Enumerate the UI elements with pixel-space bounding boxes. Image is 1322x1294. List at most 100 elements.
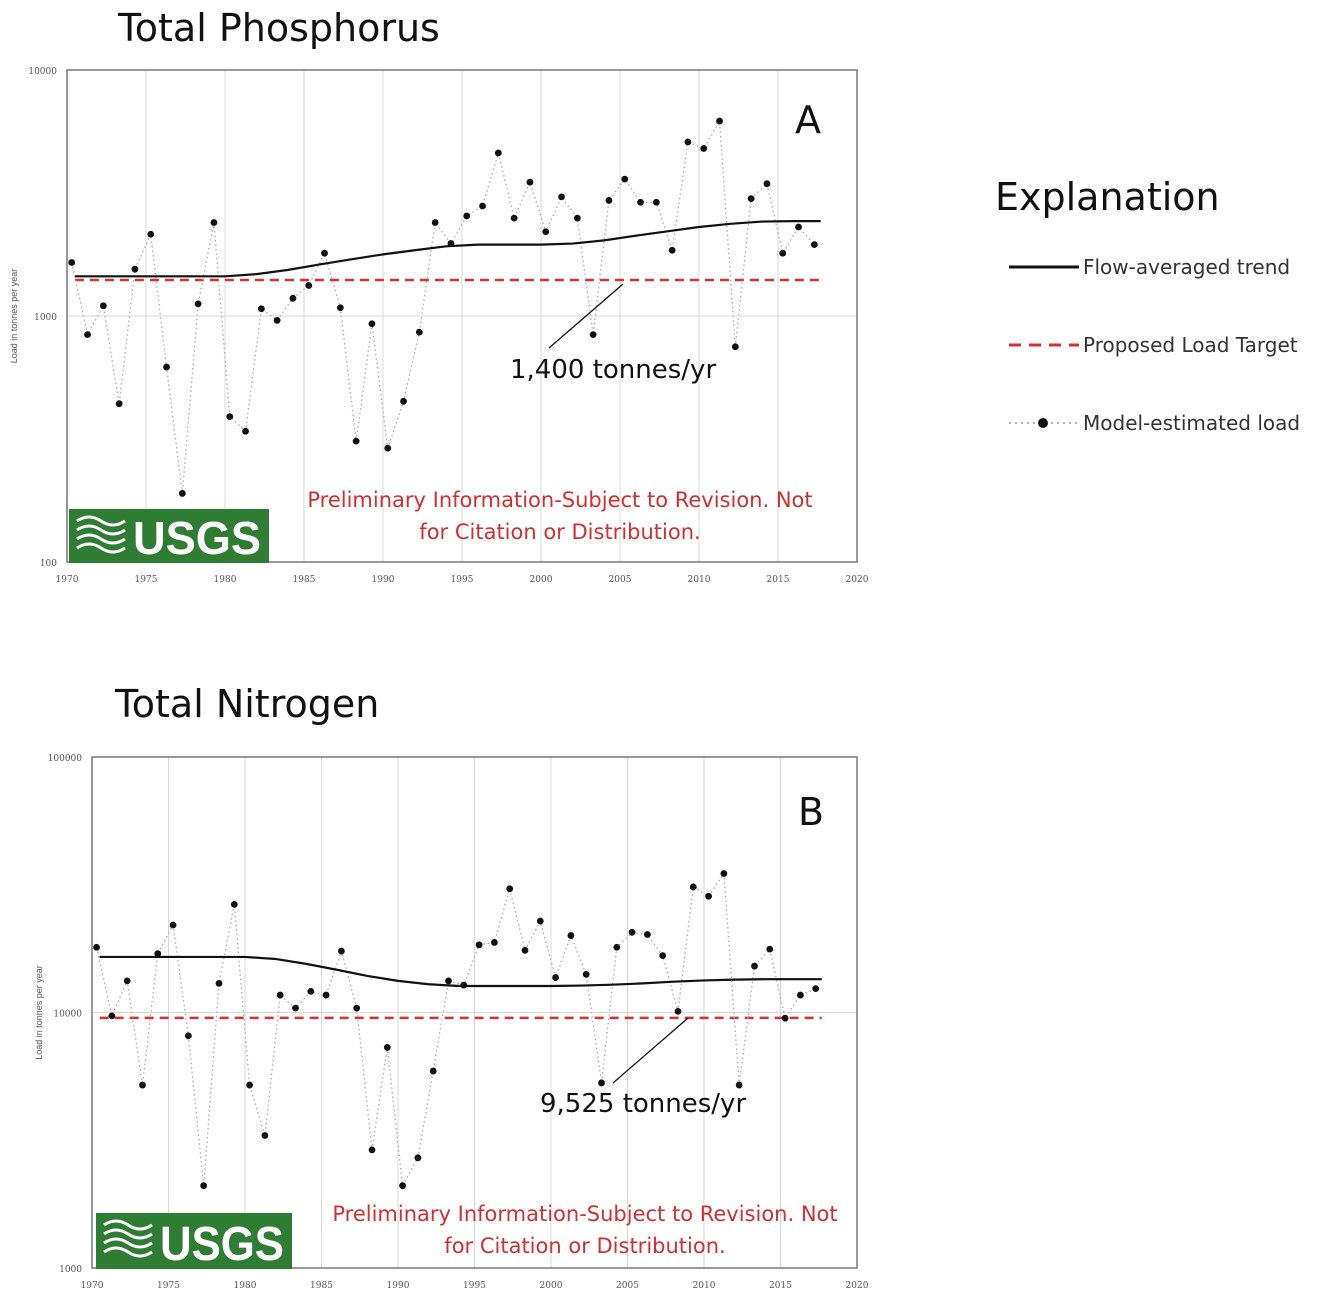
- chart-a-load-point: [795, 223, 802, 231]
- chart-b-load-point: [766, 945, 774, 953]
- chart-a-load-point: [115, 400, 123, 408]
- chart-a-load-point: [479, 202, 486, 210]
- chart-a-load-point: [84, 331, 91, 339]
- chart-a-load-point: [242, 427, 249, 435]
- chart-a-load-point: [652, 198, 660, 206]
- chart-a-load-point: [210, 219, 218, 226]
- chart-b-load-point: [735, 1081, 743, 1089]
- chart-b-ytick-label: 10000: [53, 1010, 82, 1020]
- chart-b-load-point: [353, 1004, 361, 1012]
- chart-a-load-point: [589, 331, 597, 339]
- chart-a-ytick-label: 1000: [34, 313, 57, 323]
- chart-a-load-point: [747, 195, 755, 203]
- chart-a-load-point: [257, 305, 265, 313]
- chart-a-callout-leader: [548, 283, 624, 349]
- chart-a-panel-label: A: [795, 98, 821, 142]
- chart-a-xtick-label: 2005: [609, 575, 632, 585]
- chart-b-load-point: [200, 1182, 208, 1190]
- chart-b-load-point: [307, 987, 315, 995]
- chart-a-load-point: [131, 265, 139, 273]
- chart-a-load-point: [194, 300, 202, 308]
- chart-a-load-point: [684, 138, 692, 146]
- chart-a-load-point: [558, 193, 565, 201]
- usgs-logo-wave-icon: [76, 542, 126, 554]
- chart-a-title: Total Phosphorus: [118, 6, 440, 50]
- chart-a-load-point: [431, 219, 439, 226]
- chart-b-load-point: [139, 1081, 146, 1089]
- chart-b-load-point: [705, 892, 712, 900]
- chart-b-xtick-label: 2005: [616, 1281, 639, 1291]
- chart-a-load-point: [542, 228, 550, 236]
- chart-a-load-point: [763, 180, 771, 188]
- chart-b-xtick-label: 2010: [693, 1281, 716, 1291]
- chart-a-load-point: [226, 413, 234, 420]
- chart-b-load-point: [169, 921, 177, 929]
- chart-b-load-point: [154, 950, 162, 958]
- chart-b-load-line: [95, 871, 816, 1188]
- chart-a-xtick-label: 2010: [688, 575, 711, 585]
- chart-a-xtick-label: 1980: [214, 575, 237, 585]
- chart-a-ytick-label: 10000: [28, 67, 57, 77]
- chart-b-xtick-label: 2000: [540, 1281, 563, 1291]
- usgs-logo-wave-icon: [76, 524, 126, 536]
- chart-b-load-point: [751, 962, 758, 970]
- usgs-logo-wave-icon: [76, 515, 126, 527]
- chart-a-load-point: [336, 304, 344, 312]
- chart-b-frame: [91, 756, 858, 1269]
- chart-a-load-point: [147, 230, 155, 238]
- chart-a-load-point: [68, 259, 76, 266]
- chart-b-ylabel: Load in tonnes per year: [34, 965, 44, 1060]
- chart-b-load-point: [475, 941, 483, 949]
- chart-b-load-point: [445, 977, 452, 985]
- chart-b-load-point: [230, 900, 238, 908]
- chart-b-load-point: [598, 1079, 605, 1087]
- chart-b-ytick-label: 100000: [48, 754, 83, 764]
- legend-load-swatch: [1009, 418, 1079, 428]
- chart-b-xtick-label: 2020: [846, 1281, 869, 1291]
- usgs-logo-background: [96, 1213, 292, 1269]
- chart-a-xtick-label: 1990: [372, 575, 395, 585]
- chart-b-xtick-label: 1980: [234, 1281, 257, 1291]
- legend-trend-swatch: [1009, 265, 1079, 269]
- chart-a-load-point: [779, 249, 787, 257]
- chart-b-load-point: [123, 977, 131, 985]
- usgs-logo-text: USGS: [160, 1217, 284, 1271]
- chart-b-load-point: [429, 1067, 437, 1075]
- chart-a-load-point: [178, 490, 186, 497]
- usgs-logo-wave-icon: [76, 533, 126, 545]
- chart-b-xtick-label: 1990: [387, 1281, 410, 1291]
- legend-item-load: Model-estimated load: [1007, 408, 1300, 438]
- chart-b-load-point: [643, 931, 651, 938]
- chart-b-load-point: [567, 932, 575, 939]
- chart-a-load-point: [510, 214, 518, 222]
- chart-b-load-point: [720, 870, 728, 877]
- chart-b-load-point: [399, 1182, 406, 1190]
- chart-b-load-point: [582, 970, 590, 978]
- chart-b-load-point: [613, 943, 621, 951]
- legend-label-load: Model-estimated load: [1083, 411, 1301, 435]
- chart-b-load-point: [674, 1007, 682, 1015]
- chart-b-load-point: [261, 1132, 269, 1139]
- chart-b-load-point: [812, 985, 820, 993]
- chart-a-load-point: [668, 246, 676, 254]
- chart-b-plot: 1970 1975 1980 1985 1990 1995 2000 2005 2010 2015…: [34, 754, 869, 1291]
- chart-b-xtick-label: 1975: [157, 1281, 180, 1291]
- chart-b-load-point: [414, 1154, 422, 1162]
- chart-b-load-point: [337, 947, 345, 955]
- legend-title: Explanation: [995, 175, 1220, 219]
- legend-target-swatch: [1009, 343, 1079, 347]
- chart-a-load-point: [637, 198, 644, 206]
- legend: Explanation: [995, 175, 1315, 219]
- chart-b-load-point: [536, 917, 544, 925]
- chart-b-load-point: [506, 885, 514, 893]
- chart-a-load-point: [289, 294, 297, 302]
- chart-a-xtick-label: 1975: [135, 575, 158, 585]
- chart-a-xtick-label: 1995: [451, 575, 474, 585]
- chart-b-load-point: [108, 1012, 116, 1020]
- chart-a-load-point: [573, 214, 581, 222]
- chart-a-load-point: [463, 212, 471, 220]
- usgs-logo: USGS: [69, 509, 269, 564]
- usgs-logo-wave-icon: [103, 1237, 153, 1249]
- chart-a-frame: [66, 69, 858, 563]
- chart-a-load-point: [352, 437, 360, 445]
